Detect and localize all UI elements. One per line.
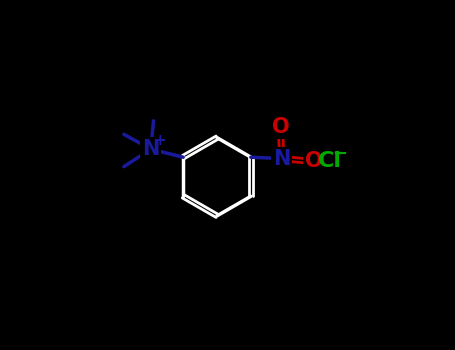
Text: O: O bbox=[304, 151, 322, 171]
Text: −: − bbox=[332, 145, 347, 163]
Text: O: O bbox=[272, 117, 289, 137]
Text: Cl: Cl bbox=[318, 150, 342, 170]
Text: +: + bbox=[154, 133, 167, 148]
Text: N: N bbox=[273, 148, 291, 169]
Text: N: N bbox=[142, 139, 160, 159]
